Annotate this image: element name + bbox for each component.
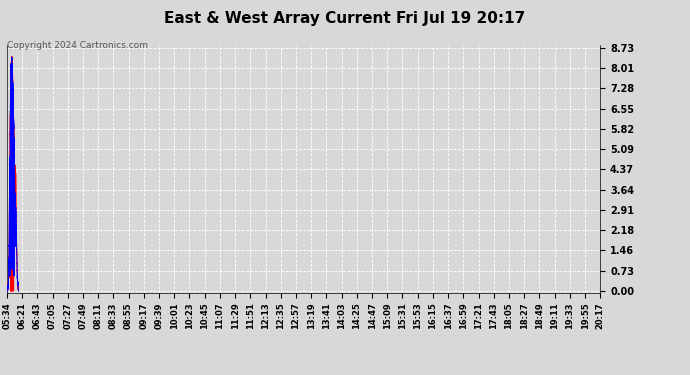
West Array(DC Amps) (8, 54, 16, 58)
West Array(DC Amps) (14, 287, 22, 291)
Line: West Array(DC Amps): West Array(DC Amps) (7, 56, 19, 291)
East Array(DC Amps) (3, 289, 11, 293)
West Array(DC Amps) (12, 208, 20, 213)
Text: Copyright 2024 Cartronics.com: Copyright 2024 Cartronics.com (7, 41, 148, 50)
Text: East & West Array Current Fri Jul 19 20:17: East & West Array Current Fri Jul 19 20:… (164, 11, 526, 26)
West Array(DC Amps) (3, 289, 11, 293)
West Array(DC Amps) (8, 70, 17, 75)
East Array(DC Amps) (3, 289, 12, 293)
Line: East Array(DC Amps): East Array(DC Amps) (7, 57, 19, 291)
East Array(DC Amps) (8, 63, 17, 67)
East Array(DC Amps) (14, 289, 23, 293)
East Array(DC Amps) (8, 123, 17, 127)
West Array(DC Amps) (14, 287, 22, 291)
West Array(DC Amps) (14, 289, 23, 293)
East Array(DC Amps) (14, 287, 22, 291)
East Array(DC Amps) (8, 55, 16, 59)
East Array(DC Amps) (12, 214, 20, 219)
East Array(DC Amps) (14, 287, 22, 291)
West Array(DC Amps) (8, 150, 17, 154)
West Array(DC Amps) (3, 288, 12, 292)
